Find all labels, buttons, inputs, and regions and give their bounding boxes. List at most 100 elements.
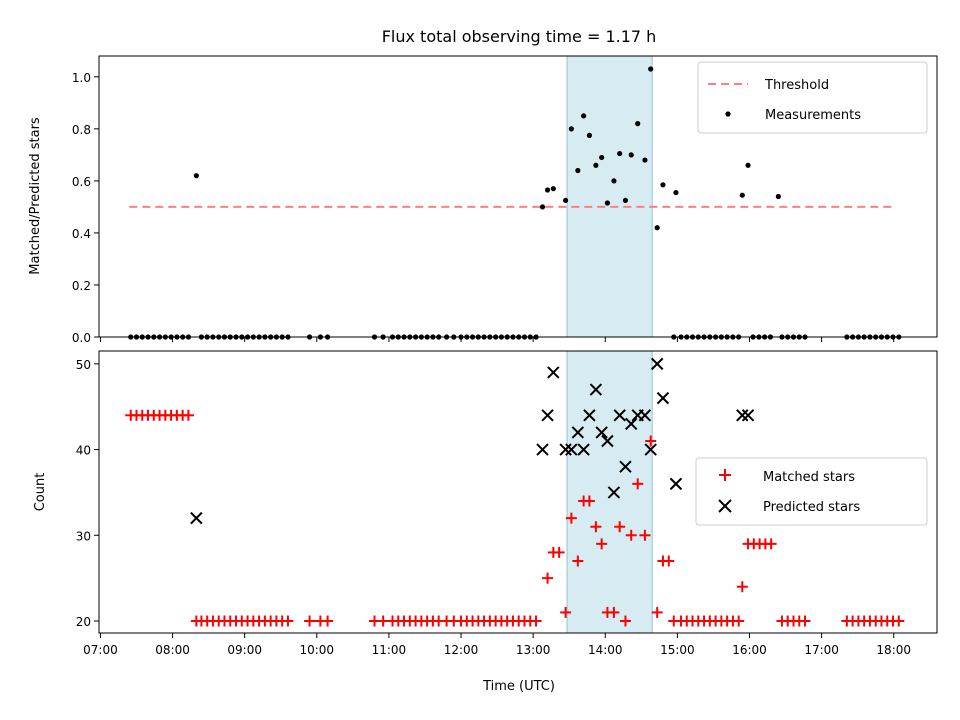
matched-star-point <box>663 555 675 567</box>
x-tick-label: 08:00 <box>155 643 190 657</box>
matched-star-point <box>619 615 631 627</box>
top-y-tick-label: 0.6 <box>72 175 91 189</box>
matched-star-point <box>651 606 663 618</box>
measurement-point <box>648 66 654 72</box>
predicted-star-point <box>650 357 664 371</box>
matched-star-point <box>542 572 554 584</box>
matched-star-point <box>736 581 748 593</box>
x-tick-label: 18:00 <box>876 643 911 657</box>
top-x-ticks <box>99 337 895 342</box>
matched-star-point <box>645 435 657 447</box>
measurement-point <box>544 187 551 193</box>
matched-star-point <box>596 538 608 550</box>
legend-predicted-label: Predicted stars <box>763 500 860 515</box>
top-legend-box <box>697 61 928 134</box>
measurement-point <box>642 157 648 163</box>
predicted-star-point <box>571 426 585 439</box>
predicted-star-point <box>565 443 578 456</box>
predicted-star-point <box>736 409 749 422</box>
legend-predicted-swatch <box>718 499 732 513</box>
matched-star-point <box>565 512 577 524</box>
predicted-star-point <box>559 443 572 456</box>
matched-star-point <box>614 521 626 533</box>
measurement-point <box>628 152 634 158</box>
measurement-point <box>617 150 623 157</box>
matched-stars-points <box>125 409 905 627</box>
legend-matched-label: Matched stars <box>763 470 855 485</box>
measurement-point <box>550 186 556 192</box>
measurement-point <box>539 204 546 210</box>
top-y-ticks: 0.0 0.2 0.4 0.6 0.8 1.0 <box>72 71 99 345</box>
predicted-star-point <box>589 383 603 396</box>
predicted-star-point <box>607 486 621 499</box>
measurement-point <box>660 182 666 188</box>
measurement-point <box>581 113 587 119</box>
predicted-star-point <box>541 409 554 422</box>
x-tick-label: 11:00 <box>372 643 407 657</box>
bottom-panel: 20 30 40 50 07:00 08:00 09:00 10:00 11:00 12:00 1… <box>33 350 938 694</box>
measurement-point <box>599 154 605 161</box>
matched-star-point <box>572 555 584 567</box>
bottom-y-tick-label: 40 <box>76 444 91 458</box>
x-tick-label: 13:00 <box>516 643 551 657</box>
predicted-star-point <box>619 460 632 473</box>
matched-star-point <box>639 529 651 541</box>
predicted-star-point <box>669 477 683 491</box>
x-tick-label: 12:00 <box>444 643 479 657</box>
matched-star-point <box>765 538 777 550</box>
predicted-star-point <box>741 409 755 422</box>
matched-star-point <box>632 478 644 490</box>
bottom-highlight-span <box>566 350 653 634</box>
x-tick-label: 14:00 <box>588 643 623 657</box>
matched-star-point <box>304 615 316 627</box>
legend-measurements-label: Measurements <box>765 108 861 123</box>
measurement-point <box>775 193 781 200</box>
measurement-point <box>673 189 679 196</box>
measurement-point <box>604 200 611 206</box>
matched-star-point <box>583 495 595 507</box>
matched-star-point <box>608 606 620 618</box>
predicted-star-point <box>583 409 596 422</box>
measurement-point <box>562 197 569 204</box>
bottom-y-tick-label: 20 <box>76 615 91 629</box>
top-legend: Threshold Measurements <box>697 61 928 134</box>
measurement-point <box>611 178 617 184</box>
bottom-x-ticks: 07:00 08:00 09:00 10:00 11:00 12:00 13:00 14:00… <box>83 633 911 657</box>
matched-star-point <box>590 521 602 533</box>
predicted-star-point <box>536 443 549 456</box>
predicted-star-point <box>656 391 670 405</box>
bottom-y-tick-label: 30 <box>76 529 91 543</box>
measurement-point <box>745 162 751 168</box>
measurement-point <box>586 132 592 138</box>
x-tick-label: 07:00 <box>83 643 118 657</box>
chart-title: Flux total observing time = 1.17 h <box>382 27 657 46</box>
x-tick-label: 10:00 <box>299 643 334 657</box>
top-y-tick-label: 0.4 <box>72 227 91 241</box>
predicted-star-point <box>644 443 657 456</box>
matched-star-point <box>799 615 811 627</box>
predicted-star-point <box>638 409 652 422</box>
predicted-star-point <box>577 443 590 456</box>
predicted-star-point <box>595 426 608 439</box>
legend-matched-swatch <box>719 469 731 481</box>
predicted-star-point <box>613 409 626 422</box>
bottom-y-tick-label: 50 <box>76 358 91 372</box>
matched-star-point <box>530 615 542 627</box>
predicted-star-point <box>190 511 203 525</box>
measurement-point <box>622 197 629 204</box>
measurement-point <box>635 121 641 127</box>
matched-star-point <box>625 529 637 541</box>
top-panel: 0.0 0.2 0.4 0.6 0.8 1.0 Matched/Predicted sta… <box>28 55 938 345</box>
top-y-tick-label: 0.2 <box>72 279 91 293</box>
measurement-point <box>193 173 199 179</box>
measurement-point <box>575 167 581 174</box>
bottom-y-ticks: 20 30 40 50 <box>76 358 99 629</box>
measurement-point <box>739 192 745 198</box>
bottom-legend-box <box>695 457 928 526</box>
top-highlight-span <box>566 55 653 338</box>
predicted-star-point <box>601 434 614 448</box>
matched-star-point <box>377 615 389 627</box>
x-tick-label: 17:00 <box>804 643 839 657</box>
top-y-tick-label: 0.0 <box>72 331 91 345</box>
